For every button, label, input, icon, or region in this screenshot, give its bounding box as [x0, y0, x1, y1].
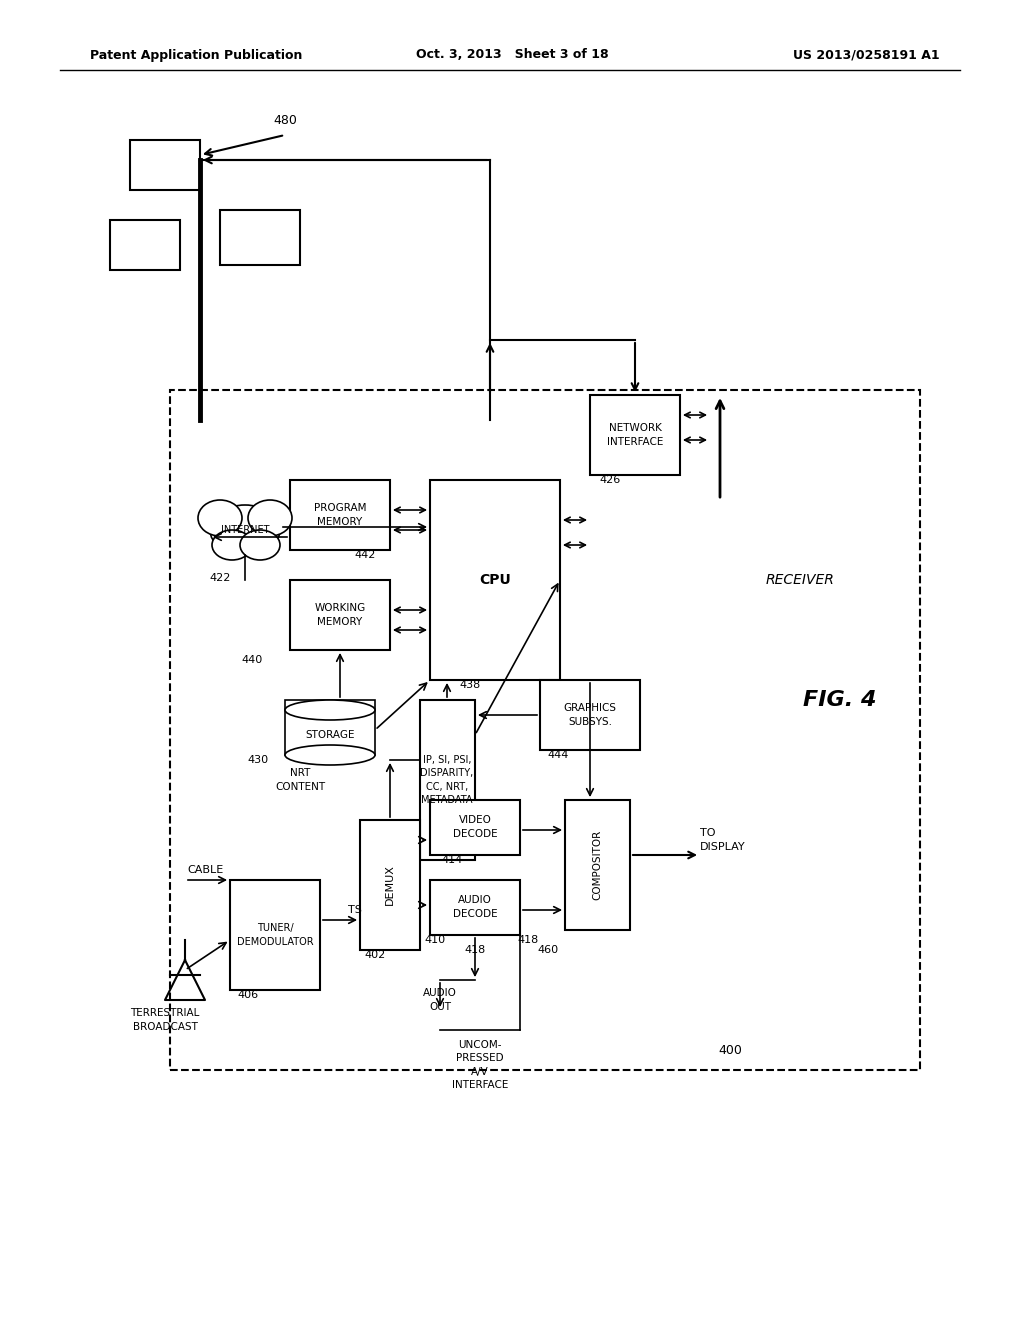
Text: CPU: CPU	[479, 573, 511, 587]
Text: UNCOM-
PRESSED
A/V
INTERFACE: UNCOM- PRESSED A/V INTERFACE	[452, 1040, 508, 1090]
Text: 440: 440	[242, 655, 262, 665]
FancyBboxPatch shape	[110, 220, 180, 271]
FancyBboxPatch shape	[430, 480, 560, 680]
Text: TO
DISPLAY: TO DISPLAY	[700, 829, 745, 851]
FancyBboxPatch shape	[230, 880, 319, 990]
Text: GRAPHICS
SUBSYS.: GRAPHICS SUBSYS.	[563, 704, 616, 726]
FancyBboxPatch shape	[220, 210, 300, 265]
Ellipse shape	[212, 531, 252, 560]
Text: 438: 438	[460, 680, 480, 690]
Text: 460: 460	[538, 945, 558, 954]
FancyBboxPatch shape	[430, 880, 520, 935]
Text: 400: 400	[718, 1044, 742, 1056]
Ellipse shape	[248, 500, 292, 536]
Text: Oct. 3, 2013   Sheet 3 of 18: Oct. 3, 2013 Sheet 3 of 18	[416, 49, 608, 62]
Text: AUDIO
DECODE: AUDIO DECODE	[453, 895, 498, 919]
Text: 444: 444	[547, 750, 568, 760]
FancyBboxPatch shape	[360, 820, 420, 950]
FancyBboxPatch shape	[130, 140, 200, 190]
Text: US 2013/0258191 A1: US 2013/0258191 A1	[794, 49, 940, 62]
FancyBboxPatch shape	[590, 395, 680, 475]
Text: TERRESTRIAL
BROADCAST: TERRESTRIAL BROADCAST	[130, 1008, 200, 1032]
FancyBboxPatch shape	[420, 700, 475, 861]
Text: 406: 406	[238, 990, 259, 1001]
Text: PROGRAM
MEMORY: PROGRAM MEMORY	[313, 503, 367, 527]
Text: 422: 422	[209, 573, 230, 583]
Ellipse shape	[210, 506, 280, 554]
Text: COMPOSITOR: COMPOSITOR	[592, 830, 602, 900]
Text: TS: TS	[348, 906, 361, 915]
Text: FIG. 4: FIG. 4	[803, 690, 877, 710]
Ellipse shape	[240, 531, 280, 560]
Text: TUNER/
DEMODULATOR: TUNER/ DEMODULATOR	[237, 924, 313, 946]
Text: 418: 418	[464, 945, 485, 954]
Text: 402: 402	[365, 950, 386, 960]
Bar	[285, 700, 375, 755]
Ellipse shape	[285, 744, 375, 766]
Text: 418: 418	[517, 935, 539, 945]
Text: 442: 442	[354, 550, 376, 560]
Text: INTERNET: INTERNET	[221, 525, 269, 535]
FancyBboxPatch shape	[290, 579, 390, 649]
Text: 426: 426	[599, 475, 621, 484]
Text: Patent Application Publication: Patent Application Publication	[90, 49, 302, 62]
Text: WORKING
MEMORY: WORKING MEMORY	[314, 603, 366, 627]
Text: DEMUX: DEMUX	[385, 865, 395, 906]
FancyBboxPatch shape	[565, 800, 630, 931]
Bar	[170, 389, 920, 1071]
Text: 414: 414	[441, 855, 463, 865]
Text: NRT
CONTENT: NRT CONTENT	[274, 768, 325, 792]
Text: 430: 430	[248, 755, 268, 766]
FancyBboxPatch shape	[430, 800, 520, 855]
Text: CABLE: CABLE	[186, 865, 223, 875]
Text: STORAGE: STORAGE	[305, 730, 354, 741]
Text: 480: 480	[273, 114, 297, 127]
FancyBboxPatch shape	[540, 680, 640, 750]
FancyBboxPatch shape	[290, 480, 390, 550]
Text: 410: 410	[424, 935, 445, 945]
Ellipse shape	[285, 700, 375, 719]
Text: RECEIVER: RECEIVER	[766, 573, 835, 587]
Ellipse shape	[198, 500, 242, 536]
Text: IP, SI, PSI,
DISPARITY,
CC, NRT,
METADATA: IP, SI, PSI, DISPARITY, CC, NRT, METADAT…	[421, 755, 474, 805]
Text: VIDEO
DECODE: VIDEO DECODE	[453, 816, 498, 838]
Text: NETWORK
INTERFACE: NETWORK INTERFACE	[607, 424, 664, 446]
Text: AUDIO
OUT: AUDIO OUT	[423, 989, 457, 1011]
